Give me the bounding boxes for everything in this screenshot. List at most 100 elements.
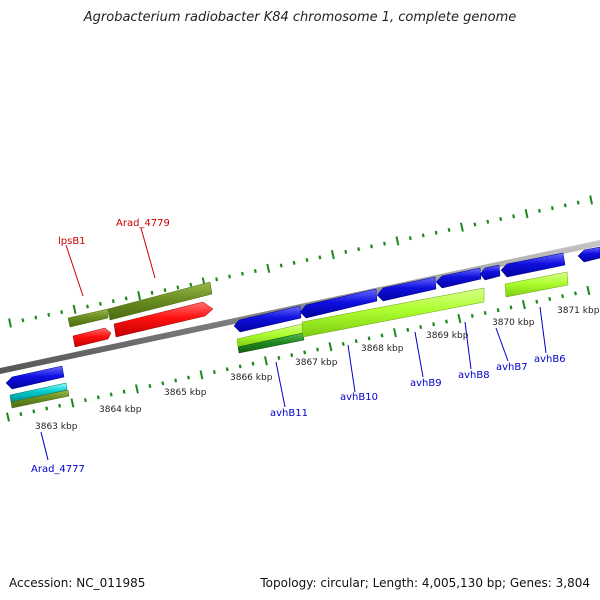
scale-tick-minor: [150, 290, 154, 295]
scale-tick-major: [589, 195, 593, 205]
scale-tick-minor: [98, 301, 102, 306]
scale-tick-minor: [163, 288, 167, 293]
scale-tick-minor: [34, 315, 38, 320]
feature-light-avhB6[interactable]: [504, 271, 569, 298]
scale-tick-minor: [215, 277, 219, 282]
scale-tick-minor: [228, 274, 231, 279]
gene-label-lpsB1[interactable]: lpsB1: [58, 236, 86, 247]
feature-olive-arad4779[interactable]: [107, 281, 213, 321]
gene-label-avhB11[interactable]: avhB11: [270, 408, 308, 419]
gene-labels: lpsB1 Arad_4779 Arad_4777 avhB11 avhB10 …: [31, 218, 566, 475]
scale-tick-minor: [279, 263, 283, 268]
scale-tick-major: [6, 412, 10, 422]
scale-tick-minor: [550, 206, 554, 211]
feature-cds-lpsB1[interactable]: [72, 327, 112, 348]
genome-summary: Topology: circular; Length: 4,005,130 bp…: [260, 576, 590, 590]
scale-tick-minor: [225, 367, 229, 372]
scale-tick-minor: [253, 269, 257, 274]
scale-tick-major: [460, 222, 464, 232]
scale-tick-minor: [470, 313, 474, 318]
scale-tick-minor: [563, 203, 567, 208]
scale-tick-minor: [421, 233, 425, 238]
scale-tick-minor: [483, 311, 487, 316]
gene-label-avhB6[interactable]: avhB6: [534, 354, 566, 365]
scale-tick-minor: [19, 412, 23, 417]
label-leader-lines: [40, 227, 547, 461]
scale-tick-minor: [241, 271, 244, 276]
scale-labels: 3863 kbp 3864 kbp 3865 kbp 3866 kbp 3867…: [35, 306, 600, 432]
scale-tick-major: [199, 370, 204, 380]
feature-cds-avhB6[interactable]: [500, 252, 566, 278]
feature-cds-arad4779[interactable]: [113, 301, 214, 338]
scale-label: 3865 kbp: [164, 388, 207, 398]
scale-tick-minor: [161, 381, 165, 386]
scale-label: 3864 kbp: [99, 405, 142, 415]
page-title: Agrobacterium radiobacter K84 chromosome…: [83, 10, 517, 25]
scale-tick-major: [457, 313, 462, 324]
feature-cds-avhB10[interactable]: [299, 288, 378, 319]
gene-label-avhB7[interactable]: avhB7: [496, 362, 528, 373]
scale-tick-major: [8, 318, 12, 328]
scale-label: 3863 kbp: [35, 422, 78, 432]
scale-tick-minor: [535, 299, 539, 304]
scale-tick-minor: [357, 247, 361, 252]
scale-tick-minor: [408, 236, 412, 241]
scale-tick-minor: [187, 375, 190, 380]
scale-tick-minor: [367, 336, 371, 341]
scale-tick-minor: [432, 322, 436, 327]
scale-tick-minor: [238, 364, 242, 369]
scale-tick-minor: [251, 361, 255, 366]
scale-tick-minor: [148, 384, 152, 389]
feature-light-avhB10-B8[interactable]: [301, 287, 485, 338]
scale-tick-minor: [45, 406, 49, 411]
scale-tick-minor: [290, 353, 294, 358]
scale-tick-major: [70, 398, 75, 408]
accession-label: Accession: NC_011985: [9, 576, 146, 590]
scale-tick-minor: [86, 304, 89, 309]
scale-tick-minor: [96, 395, 100, 400]
scale-tick-minor: [32, 409, 36, 414]
scale-tick-minor: [473, 222, 477, 227]
scale-tick-minor: [434, 230, 438, 235]
upper-scale-track: [8, 195, 593, 328]
scale-tick-minor: [189, 282, 193, 287]
feature-cds-arad4777[interactable]: [5, 365, 65, 390]
scale-tick-major: [137, 290, 142, 301]
scale-tick-minor: [344, 249, 348, 254]
scale-tick-minor: [419, 325, 423, 330]
gene-label-avhB9[interactable]: avhB9: [410, 378, 442, 389]
scale-tick-minor: [447, 227, 451, 232]
scale-tick-minor: [383, 241, 386, 246]
feature-cds-avhB9[interactable]: [376, 276, 437, 302]
scale-tick-major: [328, 342, 333, 352]
scale-tick-minor: [292, 260, 296, 265]
scale-tick-minor: [370, 244, 373, 249]
scale-tick-minor: [354, 339, 358, 344]
feature-dark-avhB11[interactable]: [237, 332, 305, 354]
scale-tick-major: [72, 304, 77, 314]
gene-label-arad4777[interactable]: Arad_4777: [31, 464, 85, 475]
scale-tick-minor: [445, 319, 448, 324]
scale-tick-minor: [486, 219, 490, 224]
lower-scale-track: [6, 285, 591, 422]
feature-olive-lpsB1[interactable]: [67, 308, 109, 328]
feature-cds-avhB7[interactable]: [479, 264, 501, 281]
scale-label: 3871 kbp: [557, 306, 600, 316]
scale-tick-minor: [380, 333, 384, 338]
feature-cds-next[interactable]: [577, 246, 600, 263]
scale-tick-minor: [574, 291, 577, 296]
gene-label-arad4779[interactable]: Arad_4779: [116, 218, 170, 229]
scale-tick-minor: [512, 214, 516, 219]
gene-label-avhB8[interactable]: avhB8: [458, 370, 490, 381]
scale-tick-minor: [509, 305, 513, 310]
scale-tick-minor: [277, 355, 281, 360]
scale-tick-minor: [406, 327, 410, 332]
feature-olive-arad4777[interactable]: [10, 389, 70, 409]
scale-tick-minor: [305, 258, 309, 263]
scale-tick-minor: [576, 200, 580, 205]
scale-tick-minor: [111, 299, 115, 304]
gene-label-avhB10[interactable]: avhB10: [340, 392, 378, 403]
scale-label: 3868 kbp: [361, 344, 404, 354]
scale-tick-major: [586, 285, 591, 296]
